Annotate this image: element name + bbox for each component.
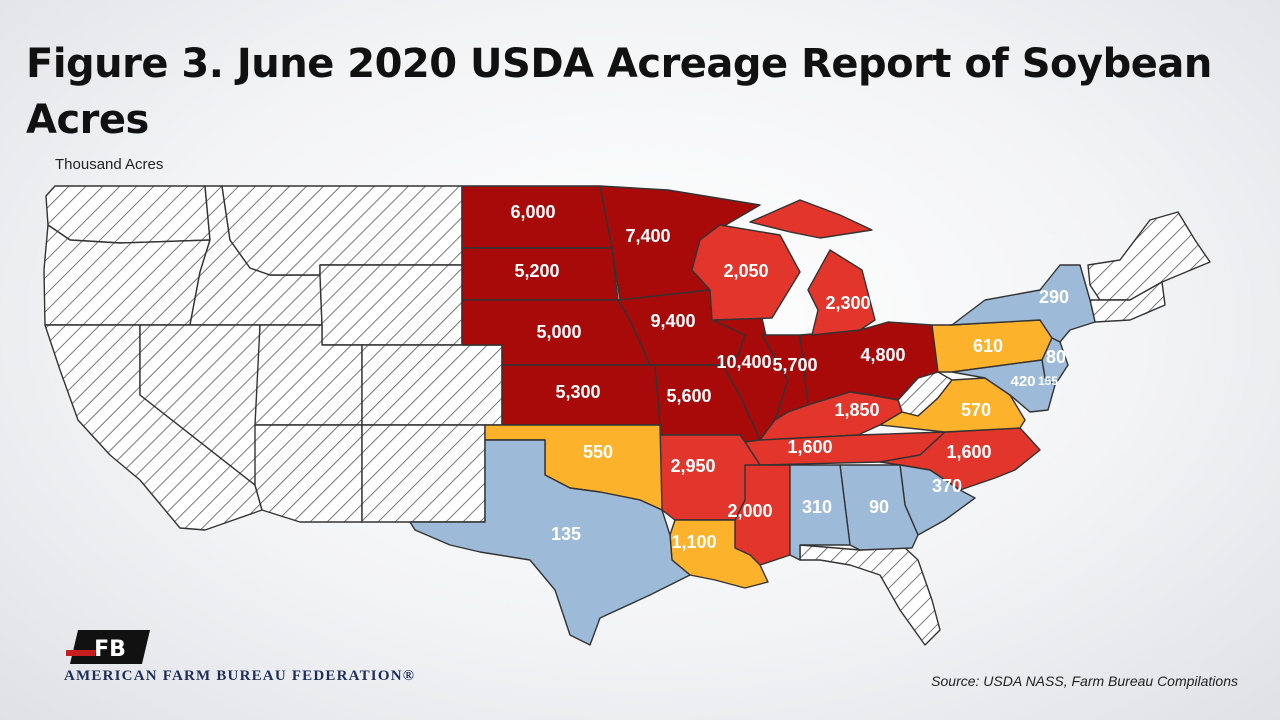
organization-name: AMERICAN FARM BUREAU FEDERATION® [64,668,416,684]
label-IA: 9,400 [650,311,695,331]
state-MT [221,185,463,276]
label-AL: 310 [802,497,832,517]
state-KY [759,391,903,441]
label-ND: 6,000 [510,202,555,222]
state-NE-region [1087,211,1211,301]
state-NM [361,424,486,523]
label-NE: 5,000 [536,322,581,342]
state-MD-DE [951,359,1056,413]
label-LA: 1,100 [671,532,716,552]
label-MD: 420 [1010,373,1035,390]
state-MI-UP [749,199,873,239]
label-DE: 155 [1038,374,1058,388]
label-IL: 10,400 [716,352,771,372]
value-labels: 6,000 7,400 5,200 5,000 9,400 5,300 5,60… [510,202,1069,552]
label-TX: 135 [551,524,581,544]
label-AR: 2,950 [670,456,715,476]
state-AZ [254,424,363,523]
units-label: Thousand Acres [55,156,164,173]
label-NC: 1,600 [946,442,991,462]
state-WI [691,224,801,321]
logo-text: FB [94,637,126,662]
state-GA [839,464,919,551]
state-WY [319,264,463,346]
label-IN: 5,700 [772,355,817,375]
label-MS: 2,000 [727,501,772,521]
state-TX [409,439,691,646]
label-KS: 5,300 [555,382,600,402]
label-PA: 610 [973,336,1003,356]
label-KY: 1,850 [834,400,879,420]
label-NY: 290 [1039,287,1069,307]
state-WA [45,185,211,244]
source-note: Source: USDA NASS, Farm Bureau Compilati… [931,673,1238,689]
state-FL [799,544,941,646]
farm-bureau-logo: FB [65,628,152,671]
label-MO: 5,600 [666,386,711,406]
label-OK: 550 [583,442,613,462]
label-SC: 370 [932,476,962,496]
label-MN: 7,400 [625,226,670,246]
label-TN: 1,600 [787,437,832,457]
label-SD: 5,200 [514,261,559,281]
state-CO [361,344,503,426]
page-title: Figure 3. June 2020 USDA Acreage Report … [26,41,1212,143]
state-MI [807,249,876,336]
label-MI: 2,300 [825,293,870,313]
label-GA: 90 [869,497,889,517]
state-NY [949,264,1096,343]
label-VA: 570 [961,400,991,420]
label-OH: 4,800 [860,345,905,365]
state-AL [789,464,851,561]
label-WI: 2,050 [723,261,768,281]
label-NJ: 80 [1046,347,1066,367]
